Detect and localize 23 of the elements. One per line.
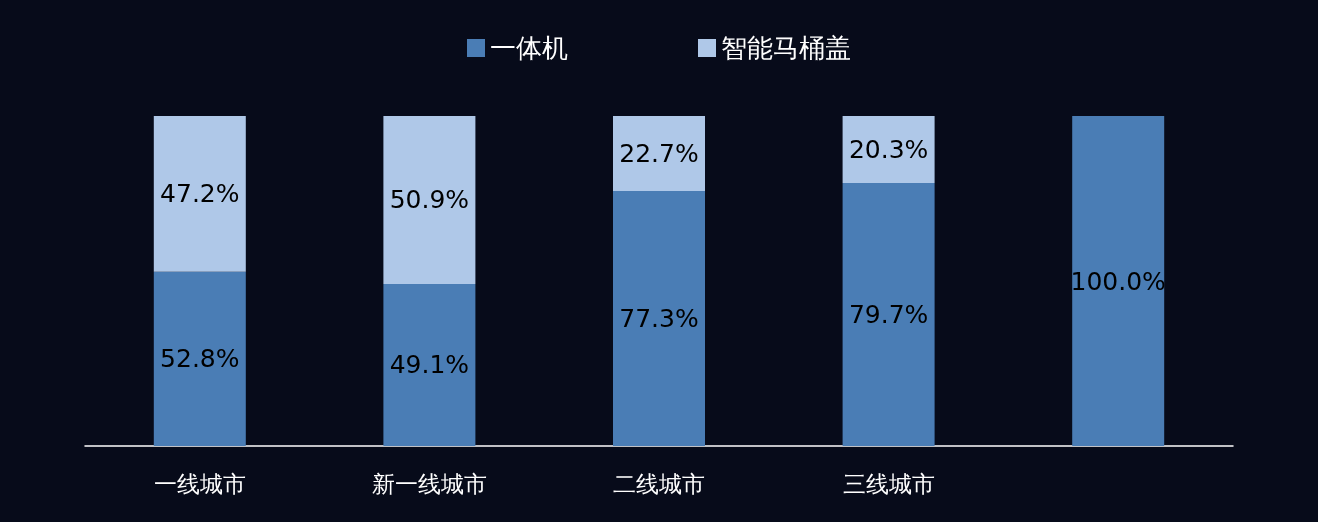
x-tick-label: 一线城市 [153, 470, 246, 497]
legend-label: 智能马桶盖 [721, 33, 851, 63]
data-label: 22.7% [619, 138, 699, 168]
bar [842, 182, 935, 446]
bar [1072, 116, 1165, 446]
bar [613, 190, 705, 446]
data-label: 47.2% [160, 179, 240, 209]
x-tick-label: 新一线城市 [371, 470, 487, 497]
bar [153, 116, 246, 272]
data-label: 52.8% [160, 344, 240, 374]
bar [842, 116, 935, 183]
x-tick-label: 三线城市 [842, 470, 935, 497]
data-label: 79.7% [848, 299, 929, 329]
data-label: 50.9% [389, 185, 470, 215]
data-label: 49.1% [389, 350, 470, 380]
bar [613, 116, 705, 191]
bar [383, 116, 476, 284]
x-tick-label: 二线城市 [613, 470, 705, 497]
data-label: 20.3% [848, 134, 929, 164]
data-label: 77.3% [619, 303, 699, 333]
legend-label: 一体机 [490, 33, 568, 63]
bar [153, 271, 246, 446]
bar [383, 283, 476, 446]
